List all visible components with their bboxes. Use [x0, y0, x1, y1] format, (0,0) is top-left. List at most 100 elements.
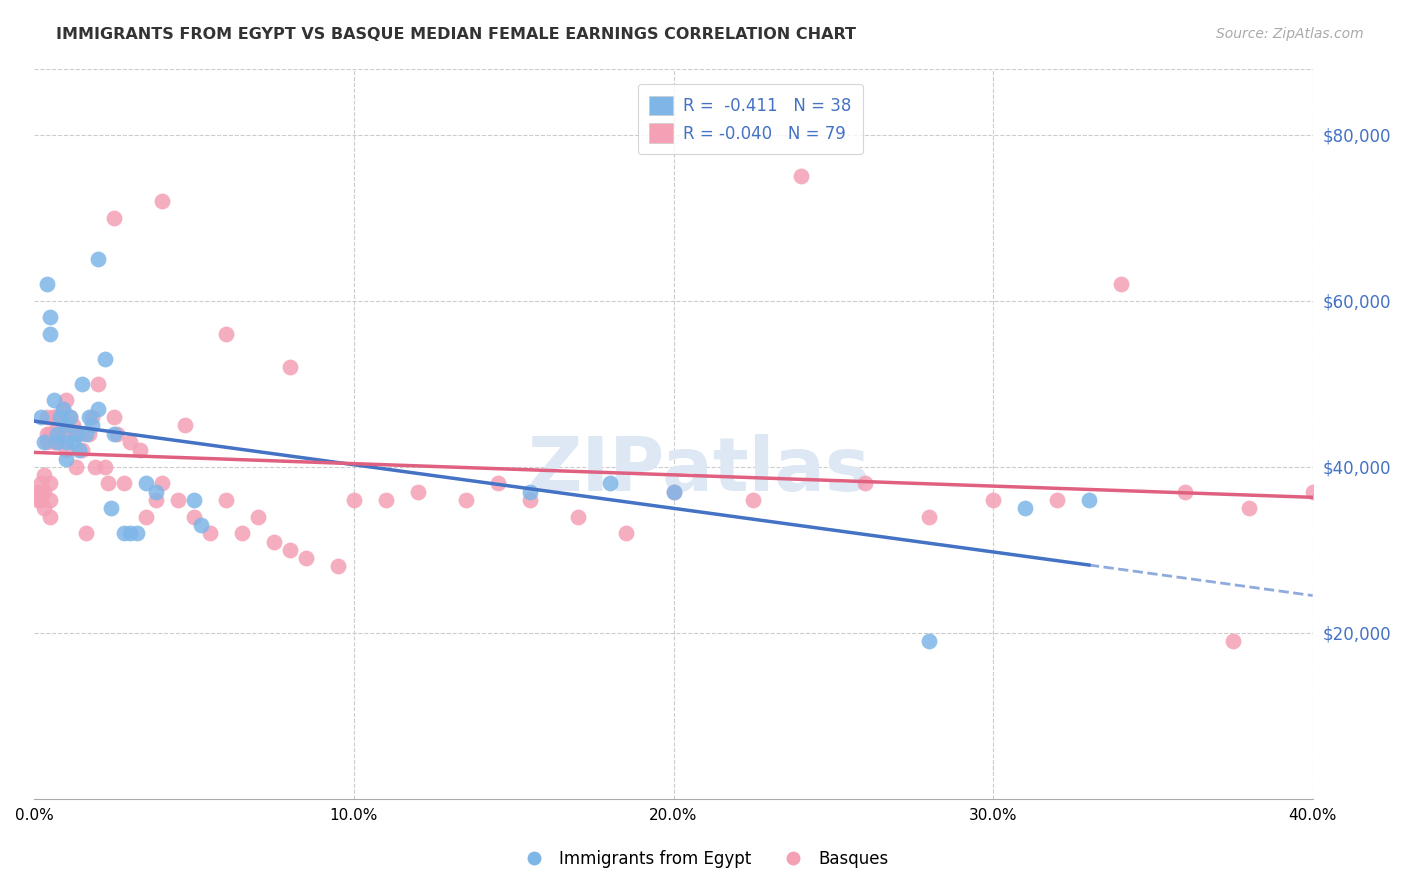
- Point: [67, 426, 90, 441]
- Point: [52, 401, 75, 416]
- Point: [87, 252, 110, 267]
- Point: [215, 493, 238, 508]
- Point: [77, 410, 100, 425]
- Point: [67, 443, 90, 458]
- Point: [519, 484, 541, 499]
- Point: [65, 426, 87, 441]
- Point: [55, 393, 77, 408]
- Point: [93, 459, 115, 474]
- Point: [45, 434, 67, 449]
- Point: [55, 434, 77, 449]
- Point: [1014, 501, 1036, 516]
- Point: [326, 559, 349, 574]
- Point: [65, 426, 87, 441]
- Point: [406, 484, 429, 499]
- Point: [103, 426, 125, 441]
- Point: [52, 401, 75, 416]
- Point: [567, 509, 589, 524]
- Point: [72, 376, 94, 391]
- Point: [65, 459, 87, 474]
- Point: [62, 434, 84, 449]
- Point: [173, 418, 195, 433]
- Point: [454, 493, 477, 508]
- Point: [918, 634, 941, 648]
- Point: [150, 476, 173, 491]
- Point: [80, 418, 103, 433]
- Point: [247, 509, 270, 524]
- Legend: Immigrants from Egypt, Basques: Immigrants from Egypt, Basques: [510, 844, 896, 875]
- Point: [80, 410, 103, 425]
- Point: [37, 434, 59, 449]
- Point: [1174, 484, 1197, 499]
- Point: [278, 360, 301, 375]
- Point: [49, 410, 72, 425]
- Point: [55, 443, 77, 458]
- Point: [742, 493, 765, 508]
- Point: [662, 484, 685, 499]
- Point: [49, 426, 72, 441]
- Point: [853, 476, 876, 491]
- Point: [107, 426, 129, 441]
- Point: [75, 526, 97, 541]
- Point: [39, 310, 62, 325]
- Point: [32, 434, 55, 449]
- Point: [52, 410, 75, 425]
- Point: [128, 443, 150, 458]
- Point: [93, 351, 115, 366]
- Point: [97, 476, 120, 491]
- Point: [790, 169, 813, 184]
- Point: [374, 493, 396, 508]
- Point: [42, 410, 65, 425]
- Point: [231, 526, 253, 541]
- Point: [183, 493, 205, 508]
- Point: [39, 426, 62, 441]
- Point: [1046, 493, 1069, 508]
- Point: [599, 476, 621, 491]
- Point: [120, 526, 142, 541]
- Point: [58, 410, 80, 425]
- Point: [32, 484, 55, 499]
- Point: [37, 410, 59, 425]
- Point: [278, 542, 301, 557]
- Point: [981, 493, 1004, 508]
- Point: [145, 493, 167, 508]
- Point: [198, 526, 221, 541]
- Point: [662, 484, 685, 499]
- Point: [55, 426, 77, 441]
- Point: [32, 501, 55, 516]
- Point: [87, 376, 110, 391]
- Text: ZIPatlas: ZIPatlas: [527, 434, 870, 507]
- Point: [150, 194, 173, 209]
- Point: [1109, 277, 1132, 292]
- Point: [45, 426, 67, 441]
- Legend: R =  -0.411   N = 38, R = -0.040   N = 79: R = -0.411 N = 38, R = -0.040 N = 79: [638, 84, 863, 154]
- Point: [120, 434, 142, 449]
- Point: [39, 476, 62, 491]
- Point: [39, 327, 62, 342]
- Point: [27, 484, 49, 499]
- Point: [183, 509, 205, 524]
- Point: [58, 410, 80, 425]
- Point: [75, 426, 97, 441]
- Point: [125, 526, 148, 541]
- Point: [112, 476, 135, 491]
- Point: [30, 410, 52, 425]
- Point: [343, 493, 366, 508]
- Point: [1078, 493, 1101, 508]
- Point: [30, 484, 52, 499]
- Point: [77, 426, 100, 441]
- Point: [103, 410, 125, 425]
- Point: [519, 493, 541, 508]
- Point: [135, 476, 157, 491]
- Point: [37, 277, 59, 292]
- Point: [167, 493, 190, 508]
- Point: [145, 484, 167, 499]
- Point: [84, 459, 107, 474]
- Point: [30, 476, 52, 491]
- Point: [42, 410, 65, 425]
- Point: [1222, 634, 1244, 648]
- Point: [45, 434, 67, 449]
- Point: [72, 443, 94, 458]
- Point: [190, 517, 212, 532]
- Point: [39, 493, 62, 508]
